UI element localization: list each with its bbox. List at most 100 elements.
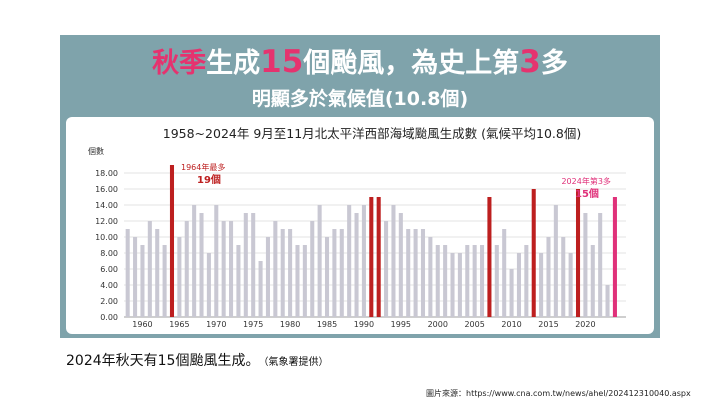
bar-1988 [347,205,352,317]
annotation-line1: 1964年最多 [181,162,225,172]
bar-2024 [612,197,617,317]
bar-1978 [273,221,278,317]
bar-1974 [243,213,248,317]
annotation-line2: 15個 [575,187,599,200]
x-tick-label: 1965 [169,320,189,329]
headline-count: 15 [260,44,304,80]
x-tick-label: 2015 [538,320,558,329]
bar-1982 [302,245,307,317]
bar-1975 [251,213,256,317]
bar-2002 [450,253,455,317]
bar-2001 [443,245,448,317]
x-tick-label: 1990 [354,320,374,329]
bar-1976 [258,261,263,317]
x-tick-label: 1985 [317,320,337,329]
bar-1967 [192,205,197,317]
bar-2016 [553,205,558,317]
bar-1972 [229,221,234,317]
bar-1965 [177,237,182,317]
bar-1963 [162,245,167,317]
x-tick-label: 2005 [464,320,484,329]
grid-layer [124,172,626,318]
bar-1992 [376,197,381,317]
y-tick-label: 10.00 [95,233,118,242]
bar-1970 [214,205,219,317]
x-tick-label: 1980 [280,320,300,329]
headline-subtitle: 明顯多於氣候值(10.8個) [251,88,469,110]
bar-2018 [568,253,573,317]
headline-most: 多 [540,48,568,79]
bar-1983 [310,221,315,317]
bar-2020 [583,213,588,317]
bar-1977 [265,237,270,317]
y-tick-label: 6.00 [100,265,118,274]
y-tick-label: 16.00 [95,185,118,194]
bar-1997 [413,229,418,317]
bar-1968 [199,213,204,317]
photo-caption: 2024年秋天有15個颱風生成。 （氣象署提供） [66,350,328,370]
x-tick-label: 2000 [428,320,448,329]
bar-1985 [324,237,330,317]
bar-1964 [169,165,175,317]
headline-title: 秋季生成15個颱風，為史上第3多 [60,41,660,80]
image-credit: 圖片來源：https://www.cna.com.tw/news/ahel/20… [426,389,691,398]
x-tick-label: 1975 [243,320,263,329]
bar-1980 [288,229,293,317]
y-tick-label: 18.00 [95,169,118,178]
bar-2010 [509,269,514,317]
bar-1991 [369,197,374,317]
bar-2013 [531,189,536,317]
bar-1971 [221,221,226,317]
bar-1986 [332,229,337,317]
bar-1969 [206,253,211,317]
bar-1999 [428,237,433,317]
bar-chart: 1958~2024年 9月至11月北太平洋西部海域颱風生成數 (氣候平均10.8… [88,126,626,329]
x-tick-label: 2010 [501,320,521,329]
bar-1961 [147,221,152,317]
y-tick-label: 0.00 [100,313,118,322]
bar-1966 [184,221,189,317]
infographic-panel: 秋季生成15個颱風，為史上第3多 明顯多於氣候值(10.8個) 1958~202… [60,35,660,338]
bar-1996 [406,229,411,317]
y-tick-label: 2.00 [100,297,118,306]
bar-1994 [391,205,396,317]
bar-2004 [465,245,470,317]
bar-2007 [487,197,492,317]
bar-1962 [155,229,160,317]
bar-1979 [280,229,285,317]
bar-1998 [420,229,426,317]
bar-2012 [524,245,529,317]
bar-1995 [398,213,403,317]
bar-1981 [295,245,300,317]
bar-1973 [236,245,241,317]
annotation-line2: 19個 [197,173,221,186]
headline-rank-text: 個颱風，為史上第 [303,48,520,79]
bar-2006 [480,245,485,317]
annotation-line1: 2024年第3多 [561,176,610,186]
bar-2000 [435,245,440,317]
y-tick-label: 8.00 [100,249,118,258]
bar-2005 [472,245,477,317]
bar-2011 [516,253,521,317]
y-tick-label: 4.00 [100,281,118,290]
bar-layer [125,165,617,317]
chart-card: 1958~2024年 9月至11月北太平洋西部海域颱風生成數 (氣候平均10.8… [66,117,654,334]
x-tick-label: 1995 [391,320,411,329]
bar-2021 [590,245,595,317]
x-tick-label: 1970 [206,320,226,329]
label-layer: 0.00 2.00 4.00 6.00 8.00 10.00 12.00 14.00 16.00… [95,162,611,329]
headline-rank: 3 [519,44,541,80]
bar-2017 [561,237,566,317]
bar-1989 [354,213,359,317]
chart-title: 1958~2024年 9月至11月北太平洋西部海域颱風生成數 (氣候平均10.8… [163,126,582,141]
bar-2023 [605,285,610,317]
bar-2019 [575,189,581,317]
x-tick-label: 2020 [575,320,595,329]
bar-2008 [494,245,499,317]
bar-1990 [361,205,366,317]
y-tick-label: 14.00 [95,201,118,210]
bar-1959 [133,237,138,317]
bar-1987 [339,229,344,317]
caption-source: （氣象署提供） [263,357,329,368]
y-tick-label: 12.00 [95,217,118,226]
